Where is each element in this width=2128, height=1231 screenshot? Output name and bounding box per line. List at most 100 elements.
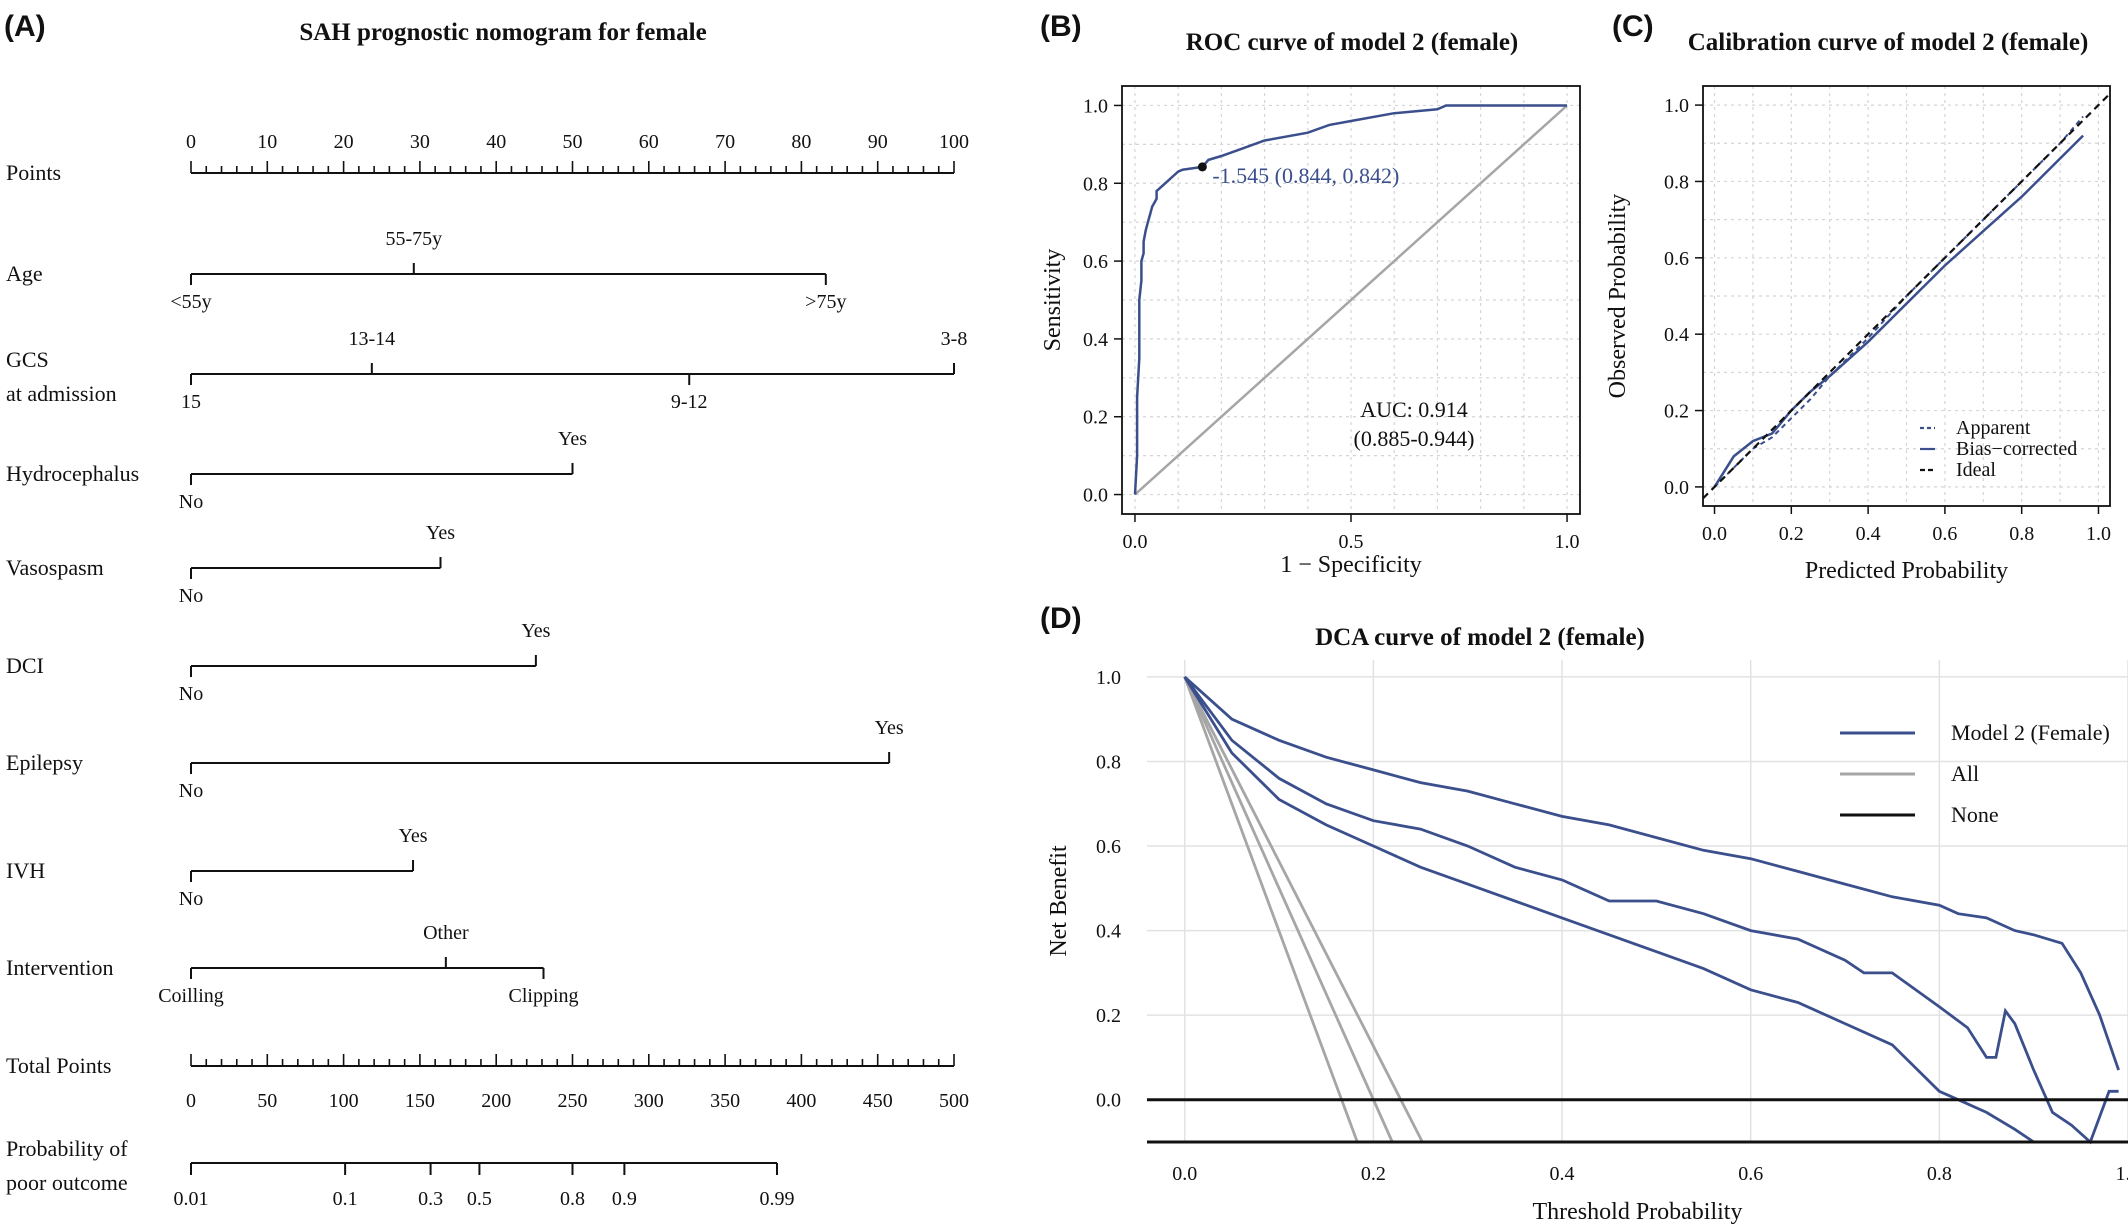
legend-label: Bias−corrected <box>1956 438 2077 460</box>
legend-label: Model 2 (Female) <box>1951 720 2110 745</box>
y-tick-label: 0.0 <box>1083 485 1108 507</box>
total-tick-label: 400 <box>786 1090 816 1112</box>
nomogram-panel: (A) SAH prognostic nomogram for female P… <box>4 10 969 1210</box>
x-tick-label: 0.8 <box>2009 523 2034 545</box>
row-label: GCS <box>6 347 49 372</box>
level-label: Coilling <box>158 985 224 1007</box>
points-tick-label: 10 <box>257 131 277 153</box>
level-label: 15 <box>181 391 201 413</box>
optimal-cutoff-point <box>1197 162 1207 172</box>
model-2-curve <box>1183 675 2120 1071</box>
x-tick-label: 1.0 <box>2086 523 2111 545</box>
probability-tick-label: 0.5 <box>467 1188 492 1210</box>
probability-tick-label: 0.8 <box>560 1188 585 1210</box>
panel-letter-b: (B) <box>1040 10 1082 43</box>
y-axis-label: Net Benefit <box>1046 845 1072 957</box>
roc-curve <box>1133 104 1567 495</box>
level-label: Clipping <box>508 985 578 1007</box>
legend-label: Apparent <box>1956 417 2031 439</box>
x-tick-label: 0.2 <box>1361 1163 1386 1185</box>
level-label: Other <box>423 922 469 944</box>
level-label: No <box>179 888 203 910</box>
x-tick-label: 0.0 <box>1122 531 1147 553</box>
level-label: 3-8 <box>941 328 968 350</box>
y-tick-label: 0.2 <box>1664 401 1689 423</box>
level-label: No <box>179 585 203 607</box>
legend-label: Ideal <box>1956 459 1996 481</box>
dca-title: DCA curve of model 2 (female) <box>1315 624 1645 651</box>
total-tick-label: 500 <box>939 1090 969 1112</box>
row-label: poor outcome <box>6 1170 128 1195</box>
row-label: Epilepsy <box>6 750 83 775</box>
all-curve <box>1183 676 1394 1143</box>
y-tick-label: 0.4 <box>1664 324 1689 346</box>
diagonal-reference-line <box>1134 104 1568 496</box>
level-label: >75y <box>805 291 846 313</box>
probability-tick-label: 0.99 <box>759 1188 794 1210</box>
roc-panel: (B) ROC curve of model 2 (female) 0.0 0.5… <box>1040 10 1581 578</box>
total-tick-label: 0 <box>186 1090 196 1112</box>
y-tick-label: 0.2 <box>1096 1005 1121 1027</box>
y-tick-label: 0.6 <box>1096 836 1121 858</box>
y-tick-label: 1.0 <box>1083 95 1108 117</box>
level-label: Yes <box>426 522 455 544</box>
x-tick-label: 0.2 <box>1779 523 1804 545</box>
x-tick-label: 0.0 <box>1172 1163 1197 1185</box>
all-curve <box>1183 676 1424 1143</box>
level-label: 9-12 <box>671 391 708 413</box>
y-tick-label: 0.0 <box>1096 1090 1121 1112</box>
y-tick-label: 0.6 <box>1083 251 1108 273</box>
x-tick-label: 0.4 <box>1550 1163 1575 1185</box>
nomogram-title: SAH prognostic nomogram for female <box>299 19 706 46</box>
auc-ci-annotation: (0.885-0.944) <box>1354 426 1475 451</box>
y-tick-label: 0.6 <box>1664 248 1689 270</box>
row-label: Points <box>6 160 61 185</box>
level-label: Yes <box>558 428 587 450</box>
total-tick-label: 450 <box>863 1090 893 1112</box>
total-tick-label: 50 <box>257 1090 277 1112</box>
y-tick-label: 0.8 <box>1096 751 1121 773</box>
points-tick-label: 40 <box>486 131 506 153</box>
points-tick-label: 90 <box>868 131 888 153</box>
row-label: Intervention <box>6 955 114 980</box>
row-label: Hydrocephalus <box>6 461 139 486</box>
level-label: No <box>179 683 203 705</box>
all-curve <box>1183 676 1359 1143</box>
row-label: Total Points <box>6 1053 111 1078</box>
row-label: Vasospasm <box>6 555 104 580</box>
roc-title: ROC curve of model 2 (female) <box>1186 29 1519 56</box>
cutoff-annotation: -1.545 (0.844, 0.842) <box>1212 163 1399 188</box>
calibration-panel: (C) Calibration curve of model 2 (female… <box>1605 10 2111 584</box>
y-tick-label: 0.4 <box>1083 329 1108 351</box>
probability-tick-label: 0.1 <box>333 1188 358 1210</box>
x-tick-label: 0.6 <box>1932 523 1957 545</box>
level-label: Yes <box>398 825 427 847</box>
level-label: 13-14 <box>348 328 395 350</box>
x-tick-label: 0.8 <box>1927 1163 1952 1185</box>
points-tick-label: 60 <box>639 131 659 153</box>
total-tick-label: 150 <box>405 1090 435 1112</box>
total-tick-label: 200 <box>481 1090 511 1112</box>
row-label: at admission <box>6 381 117 406</box>
y-axis-label: Observed Probability <box>1605 194 1631 399</box>
probability-tick-label: 0.9 <box>612 1188 637 1210</box>
total-tick-label: 250 <box>558 1090 588 1112</box>
panel-letter-c: (C) <box>1612 10 1654 43</box>
level-label: No <box>179 780 203 802</box>
probability-tick-label: 0.3 <box>418 1188 443 1210</box>
y-axis-label: Sensitivity <box>1040 249 1066 352</box>
y-tick-label: 0.0 <box>1664 477 1689 499</box>
level-label: <55y <box>170 291 211 313</box>
row-label: IVH <box>6 858 45 883</box>
total-tick-label: 350 <box>710 1090 740 1112</box>
x-axis-label: 1 − Specificity <box>1280 552 1422 578</box>
x-axis-label: Predicted Probability <box>1805 558 2008 584</box>
points-tick-label: 80 <box>791 131 811 153</box>
model-2-curve <box>1183 676 2119 1145</box>
y-tick-label: 0.8 <box>1083 173 1108 195</box>
x-tick-label: 1.0 <box>2116 1163 2128 1185</box>
points-tick-label: 0 <box>186 131 196 153</box>
total-tick-label: 300 <box>634 1090 664 1112</box>
level-label: 55-75y <box>385 228 442 250</box>
